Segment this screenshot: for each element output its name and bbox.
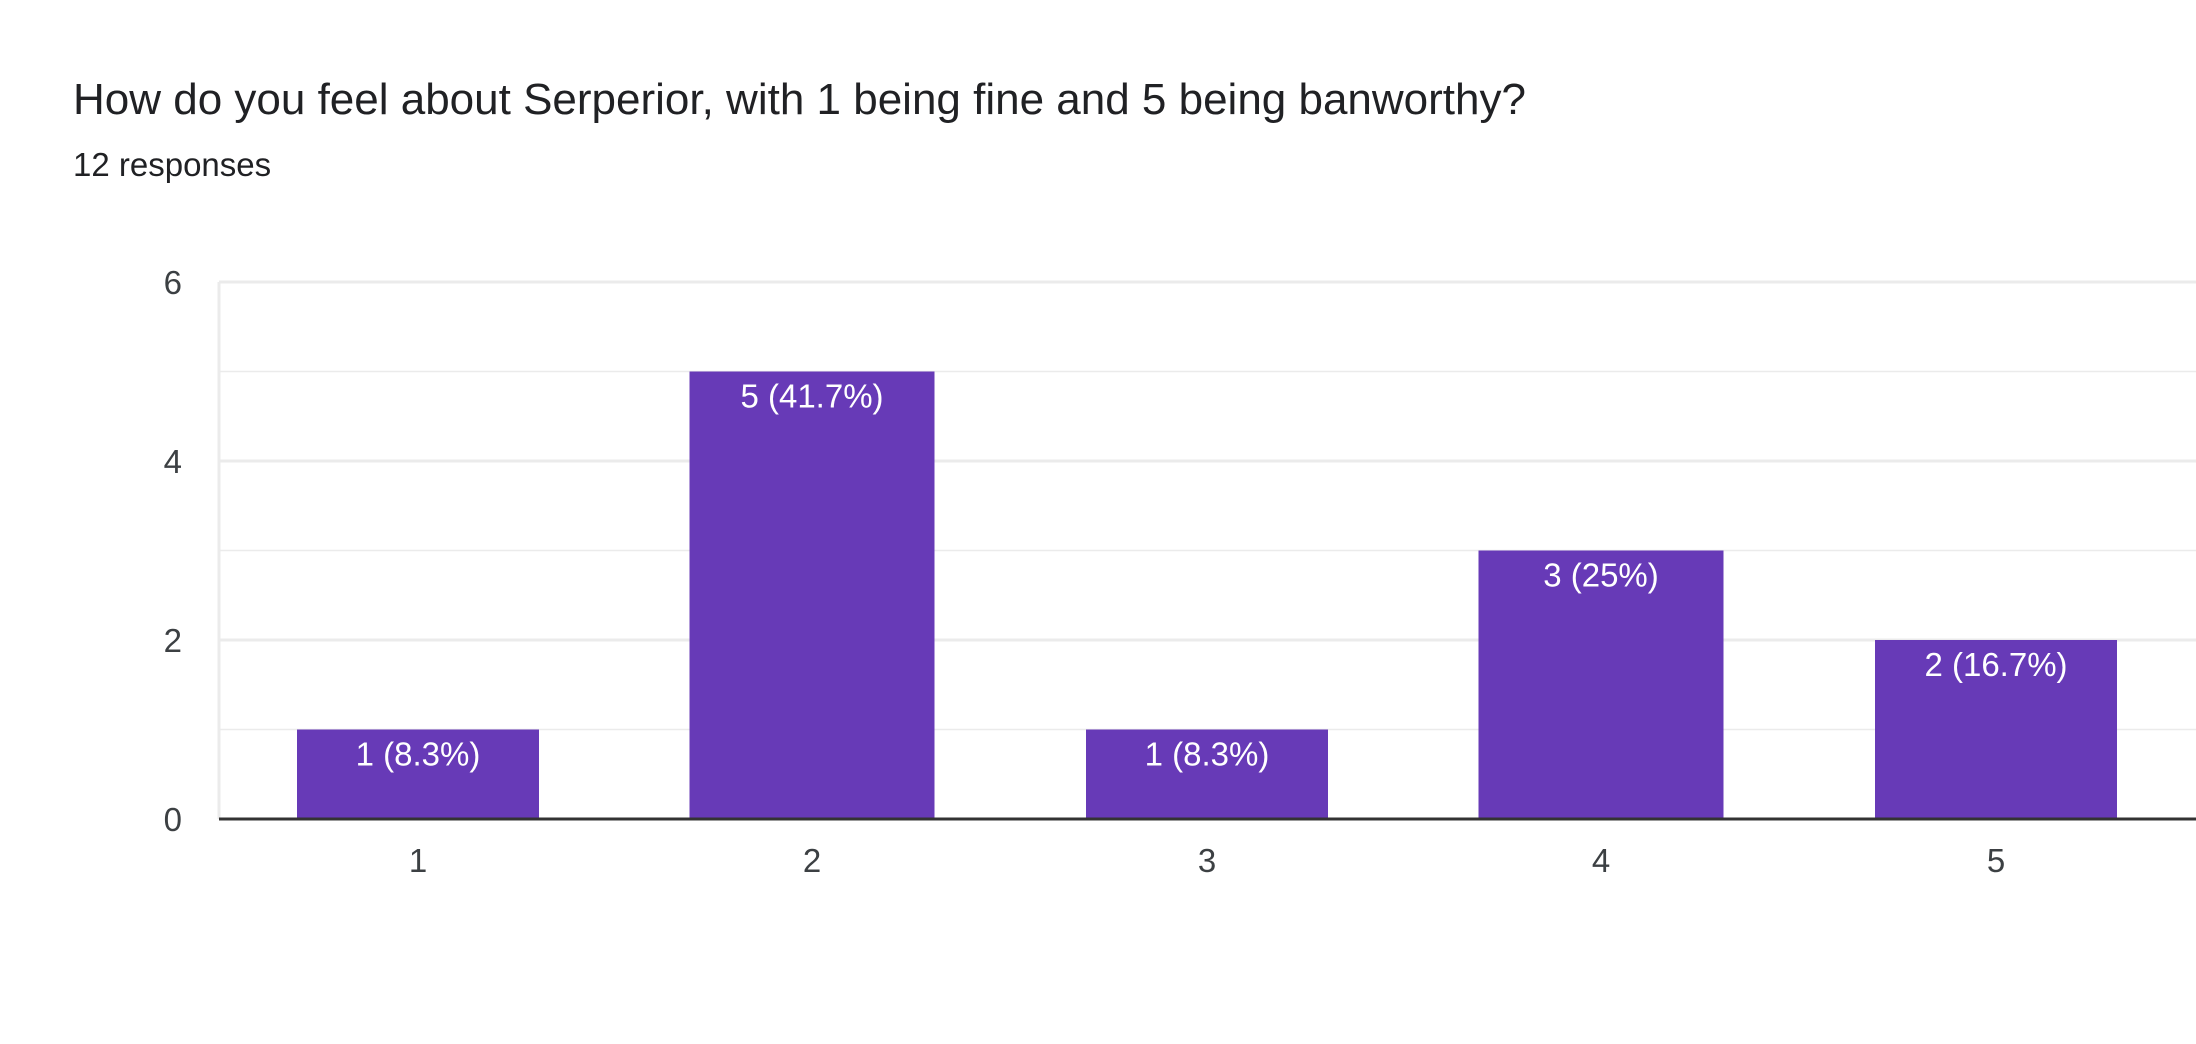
bar (1478, 550, 1724, 819)
x-tick-label: 3 (1198, 842, 1216, 879)
x-tick-label: 5 (1987, 842, 2005, 879)
x-tick-label: 4 (1592, 842, 1610, 879)
bar (1086, 729, 1328, 819)
y-tick-label: 6 (164, 264, 182, 301)
question-title: How do you feel about Serperior, with 1 … (73, 75, 1526, 124)
bar (689, 371, 935, 819)
bar-data-label: 5 (41.7%) (740, 378, 883, 415)
y-tick-label: 4 (164, 443, 182, 480)
bar-data-label: 1 (8.3%) (356, 736, 481, 773)
response-count: 12 responses (73, 146, 272, 183)
y-tick-label: 0 (164, 801, 182, 838)
bar-data-label: 3 (25%) (1543, 557, 1659, 594)
bar-data-label: 1 (8.3%) (1145, 736, 1270, 773)
y-tick-label: 2 (164, 622, 182, 659)
bar-data-label: 2 (16.7%) (1924, 646, 2067, 683)
x-tick-label: 2 (803, 842, 821, 879)
bar (297, 729, 539, 819)
bar (1875, 640, 2117, 819)
x-tick-label: 1 (409, 842, 427, 879)
